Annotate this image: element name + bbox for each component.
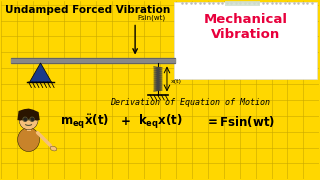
Ellipse shape — [50, 146, 57, 151]
Text: Derivation of Equation of Motion: Derivation of Equation of Motion — [110, 98, 270, 107]
FancyBboxPatch shape — [225, 0, 260, 6]
FancyBboxPatch shape — [174, 2, 317, 79]
Text: $\mathbf{k_{eq}x(t)}$: $\mathbf{k_{eq}x(t)}$ — [138, 113, 183, 131]
Text: $\mathbf{= Fsin(wt)}$: $\mathbf{= Fsin(wt)}$ — [205, 114, 275, 129]
Text: $\mathbf{m_{eq}\ddot{x}(t)}$: $\mathbf{m_{eq}\ddot{x}(t)}$ — [60, 113, 109, 131]
Text: $\mathbf{+}$: $\mathbf{+}$ — [120, 115, 131, 128]
Ellipse shape — [18, 128, 40, 152]
Text: Undamped Forced Vibration: Undamped Forced Vibration — [5, 5, 170, 15]
Text: Fsin(wt): Fsin(wt) — [137, 15, 165, 21]
Bar — [11, 57, 175, 63]
Polygon shape — [29, 63, 52, 82]
Text: x(t): x(t) — [171, 79, 181, 84]
Text: Mechanical
Vibration: Mechanical Vibration — [204, 13, 288, 41]
Circle shape — [19, 111, 38, 130]
Bar — [27, 126, 31, 131]
Polygon shape — [19, 110, 38, 120]
